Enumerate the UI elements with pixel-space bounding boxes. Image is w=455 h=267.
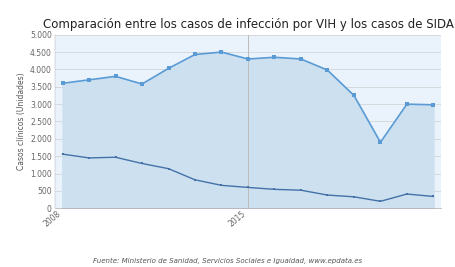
Text: Fuente: Ministerio de Sanidad, Servicios Sociales e Igualdad, www.epdata.es: Fuente: Ministerio de Sanidad, Servicios… bbox=[93, 258, 362, 264]
Title: Comparación entre los casos de infección por VIH y los casos de SIDA: Comparación entre los casos de infección… bbox=[42, 18, 454, 31]
Y-axis label: Casos clínicos (Unidades): Casos clínicos (Unidades) bbox=[17, 73, 26, 170]
